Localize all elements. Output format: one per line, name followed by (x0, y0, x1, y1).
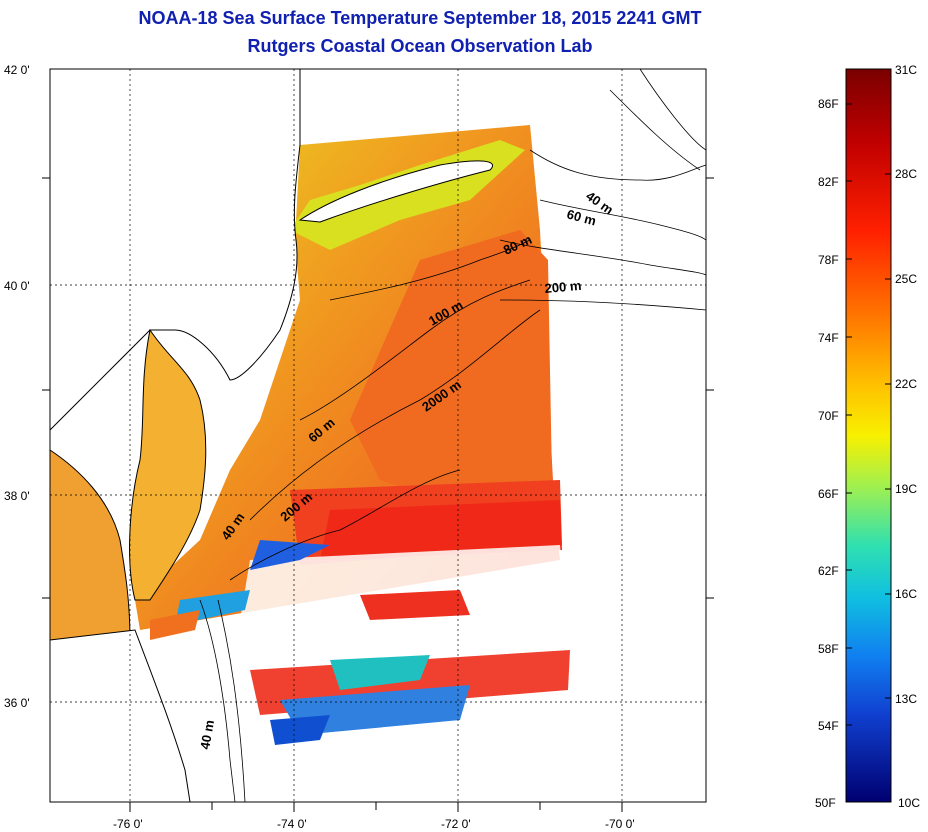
coastline (49, 68, 493, 803)
cb-c-22: 22C (895, 377, 917, 391)
depth-label-60m-north: 60 m (565, 206, 598, 228)
lon-label-70: -70 0' (605, 817, 635, 831)
lat-label-40: 40 0' (4, 279, 30, 293)
lat-label-42: 42 0' (4, 63, 30, 77)
map-subtitle: Rutgers Coastal Ocean Observation Lab (247, 36, 593, 56)
cb-c-31: 31C (895, 63, 917, 77)
cb-f-78: 78F (818, 253, 839, 267)
sst-swath (90, 125, 570, 800)
cb-c-19: 19C (895, 482, 917, 496)
graticule (50, 69, 706, 802)
lat-label-36: 36 0' (4, 696, 30, 710)
cb-f-86: 86F (818, 97, 839, 111)
cb-c-28: 28C (895, 167, 917, 181)
depth-contours (199, 68, 707, 803)
depth-label-40m-hatteras: 40 m (197, 719, 217, 751)
depth-label-200m-north: 200 m (544, 278, 582, 296)
cb-f-62: 62F (818, 564, 839, 578)
lon-label-76: -76 0' (113, 817, 143, 831)
colorbar-ticks (846, 103, 891, 726)
cb-c-10: 10C (898, 796, 920, 810)
cb-c-13: 13C (895, 692, 917, 706)
cb-f-74: 74F (818, 331, 839, 345)
lon-label-72: -72 0' (441, 817, 471, 831)
frame-ticks (42, 68, 714, 812)
cb-c-25: 25C (895, 272, 917, 286)
cb-f-70: 70F (818, 409, 839, 423)
cb-f-82: 82F (818, 175, 839, 189)
cb-f-54: 54F (818, 719, 839, 733)
cb-f-58: 58F (818, 642, 839, 656)
map-title: NOAA-18 Sea Surface Temperature Septembe… (138, 8, 702, 28)
cb-c-16: 16C (895, 587, 917, 601)
cb-f-50: 50F (815, 796, 836, 810)
lat-label-38: 38 0' (4, 489, 30, 503)
cb-f-66: 66F (818, 487, 839, 501)
lon-label-74: -74 0' (277, 817, 307, 831)
colorbar (845, 68, 892, 803)
